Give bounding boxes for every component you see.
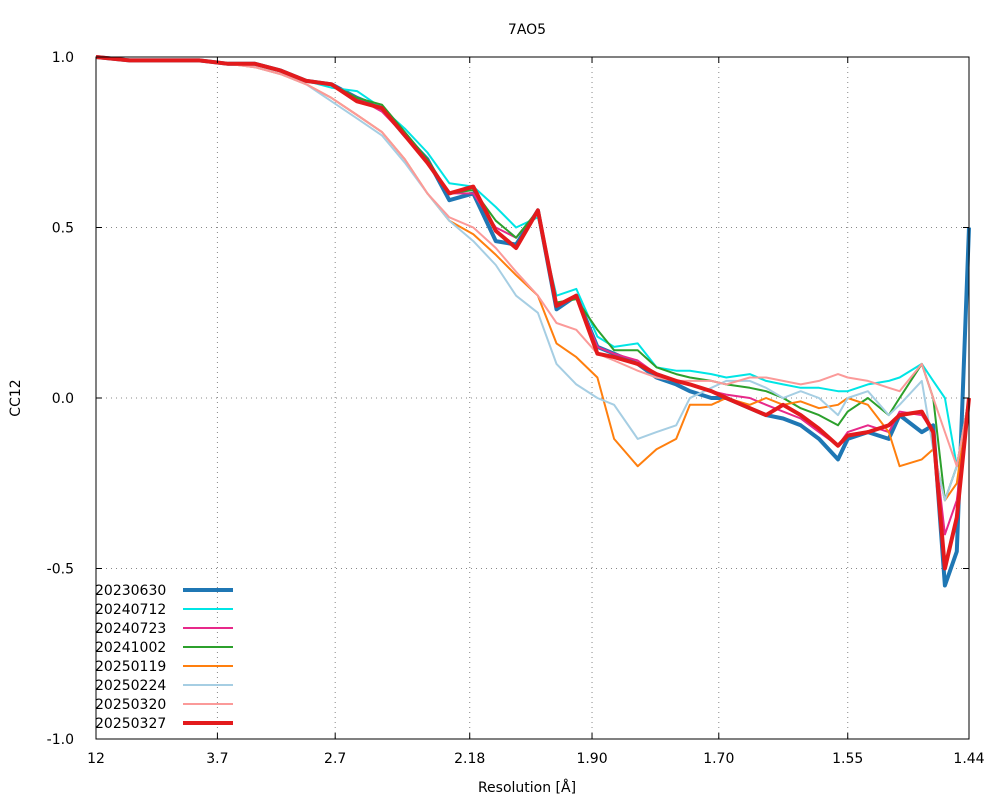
legend-label: 20250320	[95, 697, 166, 713]
x-tick-label: 1.70	[703, 751, 734, 767]
chart-title: 7AO5	[508, 22, 546, 38]
x-tick-label: 1.90	[576, 751, 607, 767]
legend-label: 20240723	[95, 621, 166, 637]
x-axis-ticks: 12 3.7 2.7 2.18 1.90 1.70 1.55 1.44	[87, 57, 985, 767]
legend-label: 20240712	[95, 602, 166, 618]
series-line-20240723	[95, 56, 970, 536]
x-tick-label: 3.7	[206, 751, 228, 767]
y-tick-label: -1.0	[47, 732, 74, 748]
series-line-20250327	[95, 55, 971, 571]
series-line-20250224	[95, 56, 970, 502]
legend-label: 20250119	[95, 659, 166, 675]
x-tick-label: 2.18	[454, 751, 485, 767]
x-tick-label: 1.55	[832, 751, 863, 767]
y-tick-label: 0.0	[52, 391, 74, 407]
legend-label: 20250327	[95, 716, 166, 732]
y-tick-label: 1.0	[52, 50, 74, 66]
y-tick-label: -0.5	[47, 562, 74, 578]
series-line-20250320	[95, 56, 970, 468]
y-axis-ticks: 1.0 0.5 0.0 -0.5 -1.0	[47, 50, 969, 748]
x-axis-label: Resolution [Å]	[478, 779, 576, 796]
legend: 20230630 20240712 20240723 20241002 20250119…	[95, 583, 233, 732]
x-tick-label: 2.7	[324, 751, 346, 767]
series-line-20241002	[95, 56, 970, 502]
legend-label: 20230630	[95, 583, 166, 599]
y-tick-label: 0.5	[52, 221, 74, 237]
series-layer	[95, 55, 971, 588]
series-line-20230630	[95, 55, 971, 588]
x-tick-label: 12	[87, 751, 105, 767]
grid-lines	[96, 57, 969, 739]
x-tick-label: 1.44	[953, 751, 984, 767]
legend-label: 20241002	[95, 640, 166, 656]
legend-label: 20250224	[95, 678, 166, 694]
y-axis-label: CC12	[8, 379, 24, 416]
series-line-20250119	[95, 56, 970, 502]
